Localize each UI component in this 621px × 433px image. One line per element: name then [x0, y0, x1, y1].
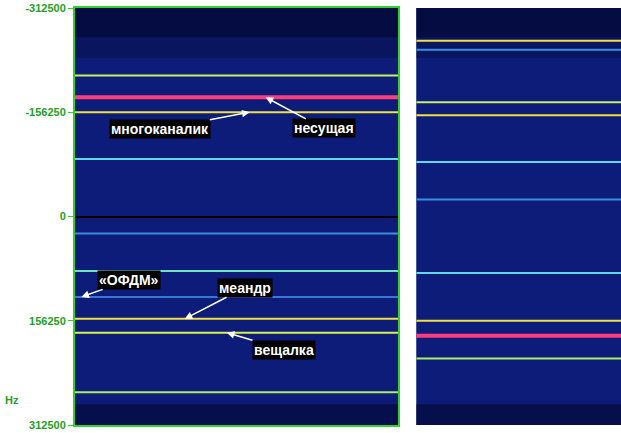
svg-text:156250: 156250 — [29, 315, 66, 327]
svg-text:312500: 312500 — [29, 419, 66, 431]
svg-text:многоканалик: многоканалик — [111, 121, 209, 137]
svg-text:несущая: несущая — [294, 120, 354, 136]
svg-text:-312500: -312500 — [25, 2, 65, 14]
svg-text:меандр: меандр — [219, 280, 271, 296]
svg-text:«ОФДМ»: «ОФДМ» — [99, 272, 159, 288]
svg-text:0: 0 — [60, 210, 66, 222]
svg-text:-156250: -156250 — [25, 106, 65, 118]
svg-text:вещалка: вещалка — [254, 342, 314, 358]
svg-text:Hz: Hz — [5, 394, 19, 406]
